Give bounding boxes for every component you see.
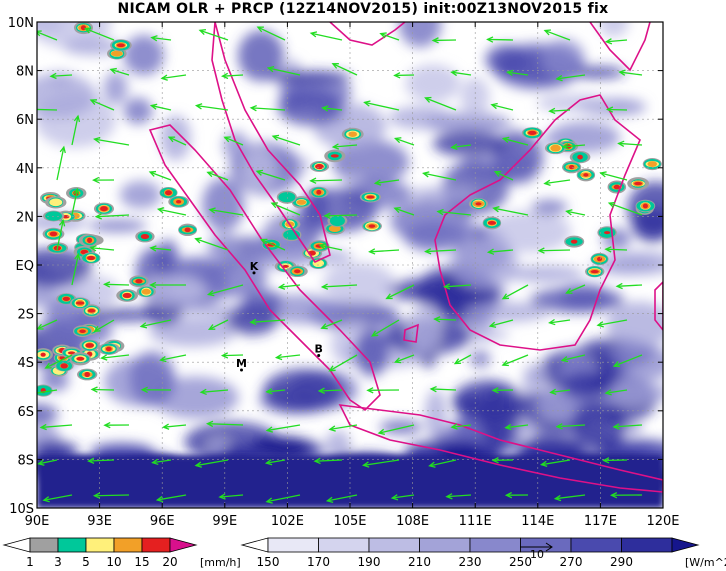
coast-sumatra <box>148 124 381 412</box>
precip-colorbar: [mm/h] 1 3 5 10 15 20 <box>2 537 241 569</box>
coast-indochina <box>329 22 406 46</box>
vector-reference-label: 10 <box>530 548 544 561</box>
longitude-label: 111E <box>459 514 492 529</box>
precip-level-label: 3 <box>54 555 62 569</box>
coast-sulawesi <box>654 280 663 332</box>
longitude-label: 105E <box>333 514 366 529</box>
latitude-label: 8N <box>16 65 34 80</box>
longitude-label: 120E <box>646 514 679 529</box>
longitude-label: 90E <box>25 514 50 529</box>
marker-label: K <box>250 260 259 273</box>
olr-level-label: 250 <box>509 555 532 569</box>
latitude-label: 10S <box>9 502 34 517</box>
precip-unit: [mm/h] <box>200 556 241 569</box>
longitude-label: 108E <box>396 514 429 529</box>
precip-level-label: 10 <box>106 555 121 569</box>
olr-colorbar: 150 170 190 210 230 250 270 290 10 [W/m^2] <box>240 537 726 569</box>
longitude-label: 117E <box>584 514 617 529</box>
marker-label: B <box>315 342 323 355</box>
olr-unit: [W/m^2] <box>685 556 726 569</box>
precip-level-label: 1 <box>26 555 34 569</box>
longitude-label: 114E <box>521 514 554 529</box>
longitude-labels: 90E 93E 96E 99E 102E 105E 108E 111E 114E 117E 120E <box>25 514 680 529</box>
latitude-labels: 10N 8N 6N 4N 2N EQ 2S 4S 6S 8S 10S <box>8 16 34 517</box>
olr-level-label: 150 <box>257 555 280 569</box>
coast-northeast <box>589 22 651 72</box>
olr-level-label: 190 <box>358 555 381 569</box>
station-markers: K M B <box>236 260 323 372</box>
map-area <box>37 22 663 508</box>
marker-dot <box>317 353 321 357</box>
latitude-label: 8S <box>17 453 34 468</box>
latitude-label: 4S <box>17 356 34 371</box>
gridlines <box>37 22 663 508</box>
longitude-label: 102E <box>271 514 304 529</box>
marker-dot <box>239 368 243 372</box>
longitude-label: 99E <box>212 514 237 529</box>
axis-ticks <box>36 21 664 509</box>
olr-level-label: 230 <box>459 555 482 569</box>
coast-java <box>338 404 663 493</box>
coast-bangka <box>403 323 419 343</box>
latitude-label: 2S <box>17 308 34 323</box>
wind-vectors <box>37 26 643 504</box>
longitude-label: 96E <box>150 514 175 529</box>
latitude-label: 2N <box>16 210 34 225</box>
olr-level-label: 270 <box>560 555 583 569</box>
olr-level-label: 290 <box>610 555 633 569</box>
precip-level-label: 20 <box>162 555 177 569</box>
chart-title: NICAM OLR + PRCP (12Z14NOV2015) init:00Z… <box>117 1 609 17</box>
vector-reference: 10 <box>520 542 553 561</box>
marker-dot <box>252 271 256 275</box>
precip-level-label: 15 <box>134 555 149 569</box>
latitude-label: 10N <box>8 16 34 31</box>
olr-level-label: 210 <box>408 555 431 569</box>
latitude-label: 6S <box>17 405 34 420</box>
longitude-label: 93E <box>87 514 112 529</box>
latitude-label: EQ <box>16 259 34 274</box>
latitude-label: 6N <box>16 113 34 128</box>
precip-cells <box>37 22 662 397</box>
olr-level-label: 170 <box>307 555 330 569</box>
precip-level-label: 5 <box>82 555 90 569</box>
coast-malay-peninsula <box>211 22 331 264</box>
marker-label: M <box>236 357 247 370</box>
latitude-label: 4N <box>16 162 34 177</box>
